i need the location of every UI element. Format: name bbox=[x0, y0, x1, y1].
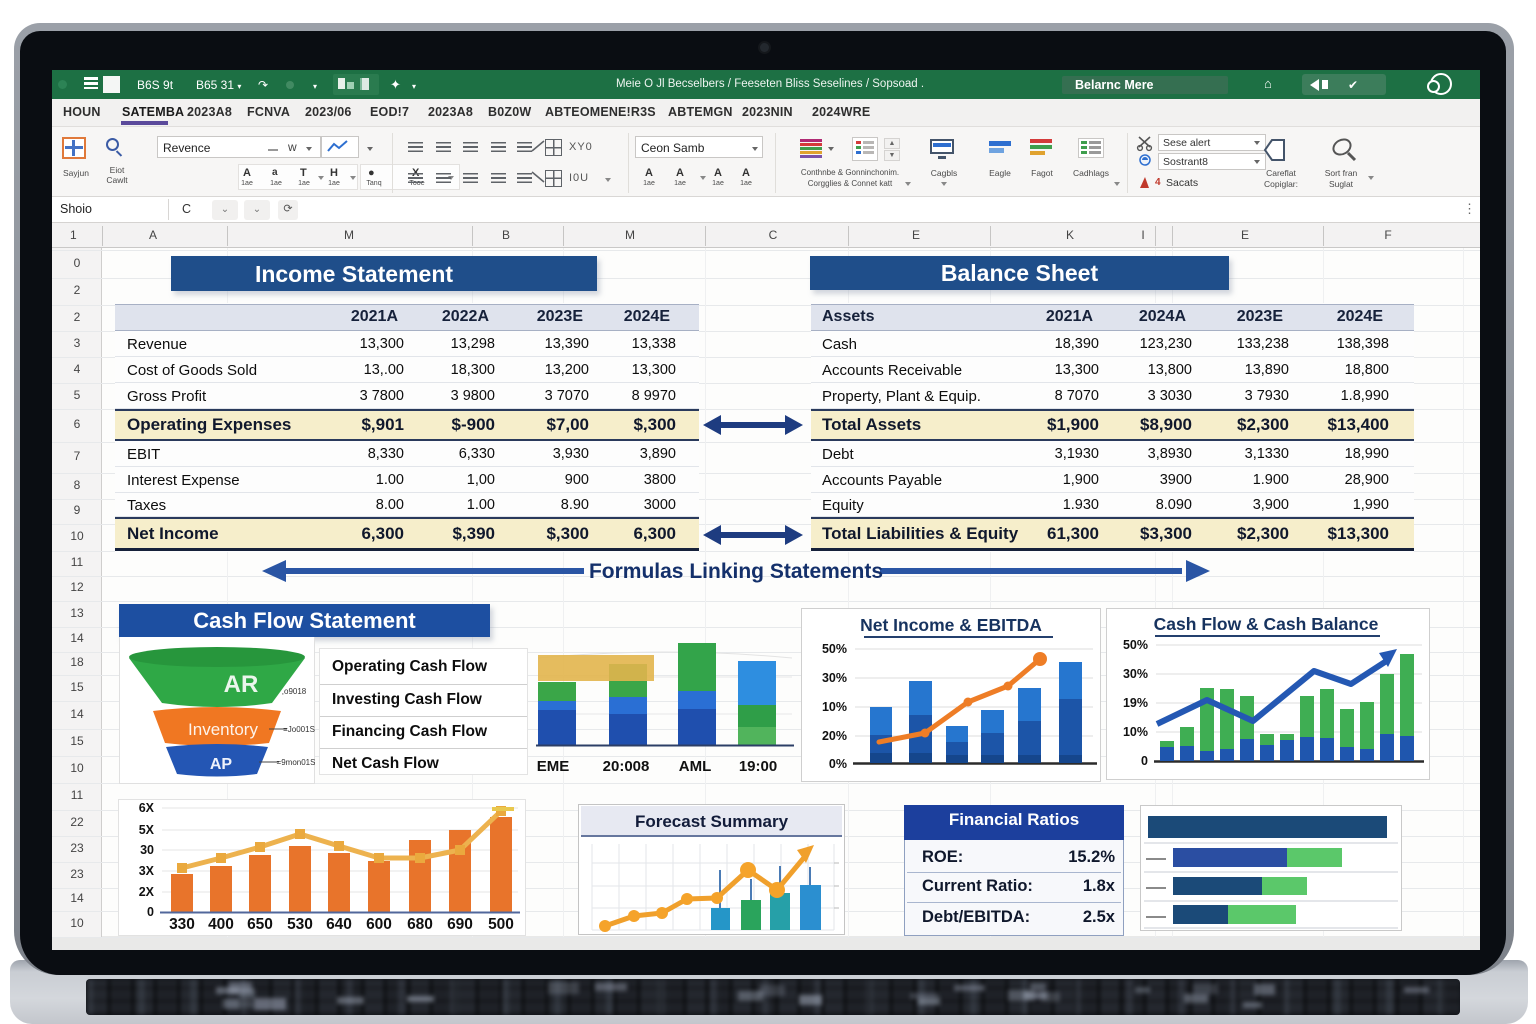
svg-text:2X: 2X bbox=[139, 885, 155, 899]
svg-text:3X: 3X bbox=[139, 864, 155, 878]
svg-text:AR: AR bbox=[224, 671, 259, 698]
svg-text:690: 690 bbox=[447, 916, 473, 933]
svg-text:6X: 6X bbox=[139, 801, 155, 815]
svg-text:19:00: 19:00 bbox=[739, 758, 777, 775]
svg-text:30: 30 bbox=[140, 843, 154, 857]
svg-text:EME: EME bbox=[537, 758, 570, 775]
svg-text:500: 500 bbox=[488, 916, 514, 933]
svg-text:30%: 30% bbox=[822, 671, 847, 685]
svg-text:Net Income & EBITDA: Net Income & EBITDA bbox=[860, 615, 1042, 635]
svg-text:650: 650 bbox=[247, 916, 273, 933]
svg-text:600: 600 bbox=[366, 916, 392, 933]
svg-text:50%: 50% bbox=[822, 642, 847, 656]
svg-text:10%: 10% bbox=[1123, 725, 1148, 739]
svg-text:400: 400 bbox=[208, 916, 234, 933]
svg-text:19%: 19% bbox=[1123, 696, 1148, 710]
svg-text:=Jo001S: =Jo001S bbox=[283, 725, 315, 734]
svg-text:50%: 50% bbox=[1123, 638, 1148, 652]
svg-text:0%: 0% bbox=[829, 757, 847, 771]
svg-text:20%: 20% bbox=[822, 729, 847, 743]
svg-text:20:008: 20:008 bbox=[603, 758, 650, 775]
svg-text:,o9018: ,o9018 bbox=[282, 687, 307, 696]
svg-text:5X: 5X bbox=[139, 823, 155, 837]
svg-text:0: 0 bbox=[147, 905, 154, 919]
svg-text:680: 680 bbox=[407, 916, 433, 933]
svg-text:AML: AML bbox=[679, 758, 712, 775]
svg-text:530: 530 bbox=[287, 916, 313, 933]
svg-text:AP: AP bbox=[210, 756, 233, 773]
svg-text:Inventory: Inventory bbox=[188, 720, 258, 739]
svg-text:30%: 30% bbox=[1123, 667, 1148, 681]
svg-text:640: 640 bbox=[326, 916, 352, 933]
svg-text:=9mon01S: =9mon01S bbox=[277, 758, 315, 767]
svg-text:0: 0 bbox=[1141, 754, 1148, 768]
svg-text:10%: 10% bbox=[822, 700, 847, 714]
svg-text:330: 330 bbox=[169, 916, 195, 933]
svg-text:Cash Flow & Cash Balance: Cash Flow & Cash Balance bbox=[1154, 614, 1379, 634]
